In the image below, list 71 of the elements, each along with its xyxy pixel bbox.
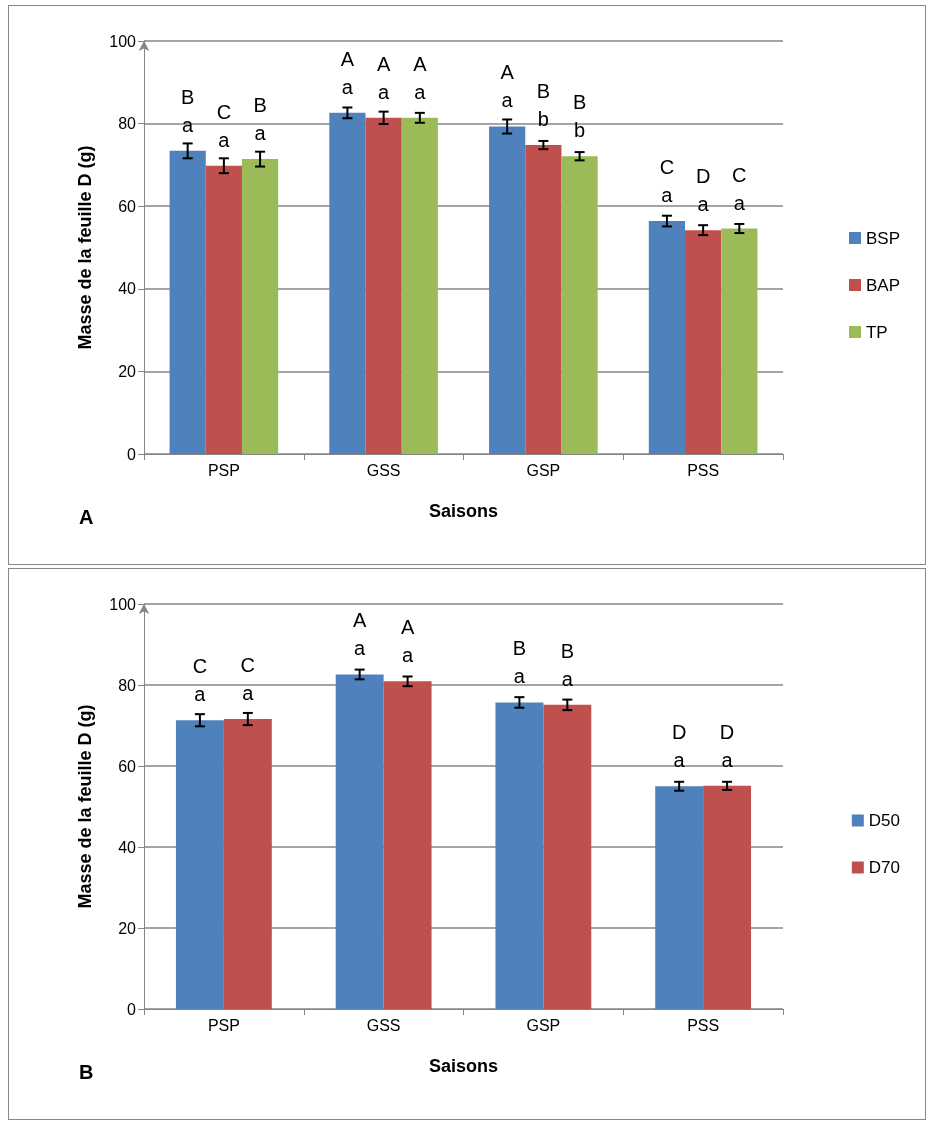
data-label: B a xyxy=(180,85,195,136)
y-axis-title: Masse de la feuille D (g) xyxy=(75,145,95,350)
y-tick-label: 0 xyxy=(127,1000,137,1018)
x-tick-label: GSS xyxy=(366,461,401,479)
y-tick-label: 60 xyxy=(118,757,137,775)
data-label: A a xyxy=(376,52,391,103)
bar xyxy=(703,785,752,1009)
x-axis-title: Saisons xyxy=(428,501,499,521)
y-tick-label: 40 xyxy=(118,838,137,856)
data-label: B a xyxy=(512,637,527,688)
data-label: C a xyxy=(240,654,256,705)
data-label: D a xyxy=(719,720,735,771)
text: B xyxy=(79,1061,94,1084)
data-label: A a xyxy=(400,616,415,667)
data-label: A a xyxy=(500,61,515,112)
y-tick-label: 100 xyxy=(109,32,137,50)
data-label: A a xyxy=(352,609,367,660)
data-label: B b xyxy=(536,80,551,131)
x-tick-label: GSP xyxy=(526,1016,561,1034)
bar xyxy=(648,221,686,454)
y-tick-label: 80 xyxy=(118,115,137,133)
x-tick-label: PSP xyxy=(207,1016,240,1034)
bar xyxy=(205,165,242,454)
data-label: B a xyxy=(253,94,267,145)
bar xyxy=(175,720,224,1009)
bar xyxy=(401,117,438,454)
bar xyxy=(655,786,704,1009)
bar xyxy=(365,117,402,454)
data-label: D a xyxy=(671,721,687,772)
x-tick-label: GSP xyxy=(526,461,561,479)
bar xyxy=(383,681,432,1009)
data-label: B b xyxy=(572,91,587,142)
bar xyxy=(685,230,722,454)
bar xyxy=(329,112,366,454)
data-label: C a xyxy=(192,655,208,706)
legend-label: TP xyxy=(865,322,888,342)
data-label: D a xyxy=(695,165,711,216)
x-tick-label: PSS xyxy=(687,461,720,479)
data-label: C a xyxy=(216,100,232,151)
x-tick-label: GSS xyxy=(366,1016,401,1034)
y-tick-label: 100 xyxy=(109,595,137,613)
legend-label: BAP xyxy=(865,275,901,295)
bar xyxy=(335,674,384,1009)
bar xyxy=(223,719,272,1009)
y-tick-label: 0 xyxy=(127,445,137,463)
bar xyxy=(543,704,592,1009)
bar xyxy=(525,145,562,454)
y-tick-label: 20 xyxy=(118,362,137,380)
data-label: A a xyxy=(340,47,355,98)
bar xyxy=(169,150,206,454)
text: A xyxy=(79,506,94,529)
data-label: B a xyxy=(560,639,575,690)
x-tick-label: PSS xyxy=(687,1016,720,1034)
data-label: C a xyxy=(732,163,747,214)
y-axis-title: Masse de la feuille D (g) xyxy=(75,704,95,909)
bar xyxy=(561,156,598,454)
bar xyxy=(241,159,279,454)
bar xyxy=(495,702,544,1009)
legend-label: D50 xyxy=(868,811,900,830)
x-axis-title: Saisons xyxy=(428,1056,499,1076)
bar xyxy=(489,126,526,454)
y-tick-label: 60 xyxy=(118,197,137,215)
legend-label: BSP xyxy=(865,228,901,248)
bar xyxy=(721,228,758,454)
data-label: A a xyxy=(413,52,428,103)
x-tick-label: PSP xyxy=(207,461,240,479)
y-tick-label: 80 xyxy=(118,676,137,694)
data-label: C a xyxy=(659,156,675,207)
y-tick-label: 20 xyxy=(118,919,137,937)
y-tick-label: 40 xyxy=(118,280,137,298)
legend-label: D70 xyxy=(868,858,900,877)
